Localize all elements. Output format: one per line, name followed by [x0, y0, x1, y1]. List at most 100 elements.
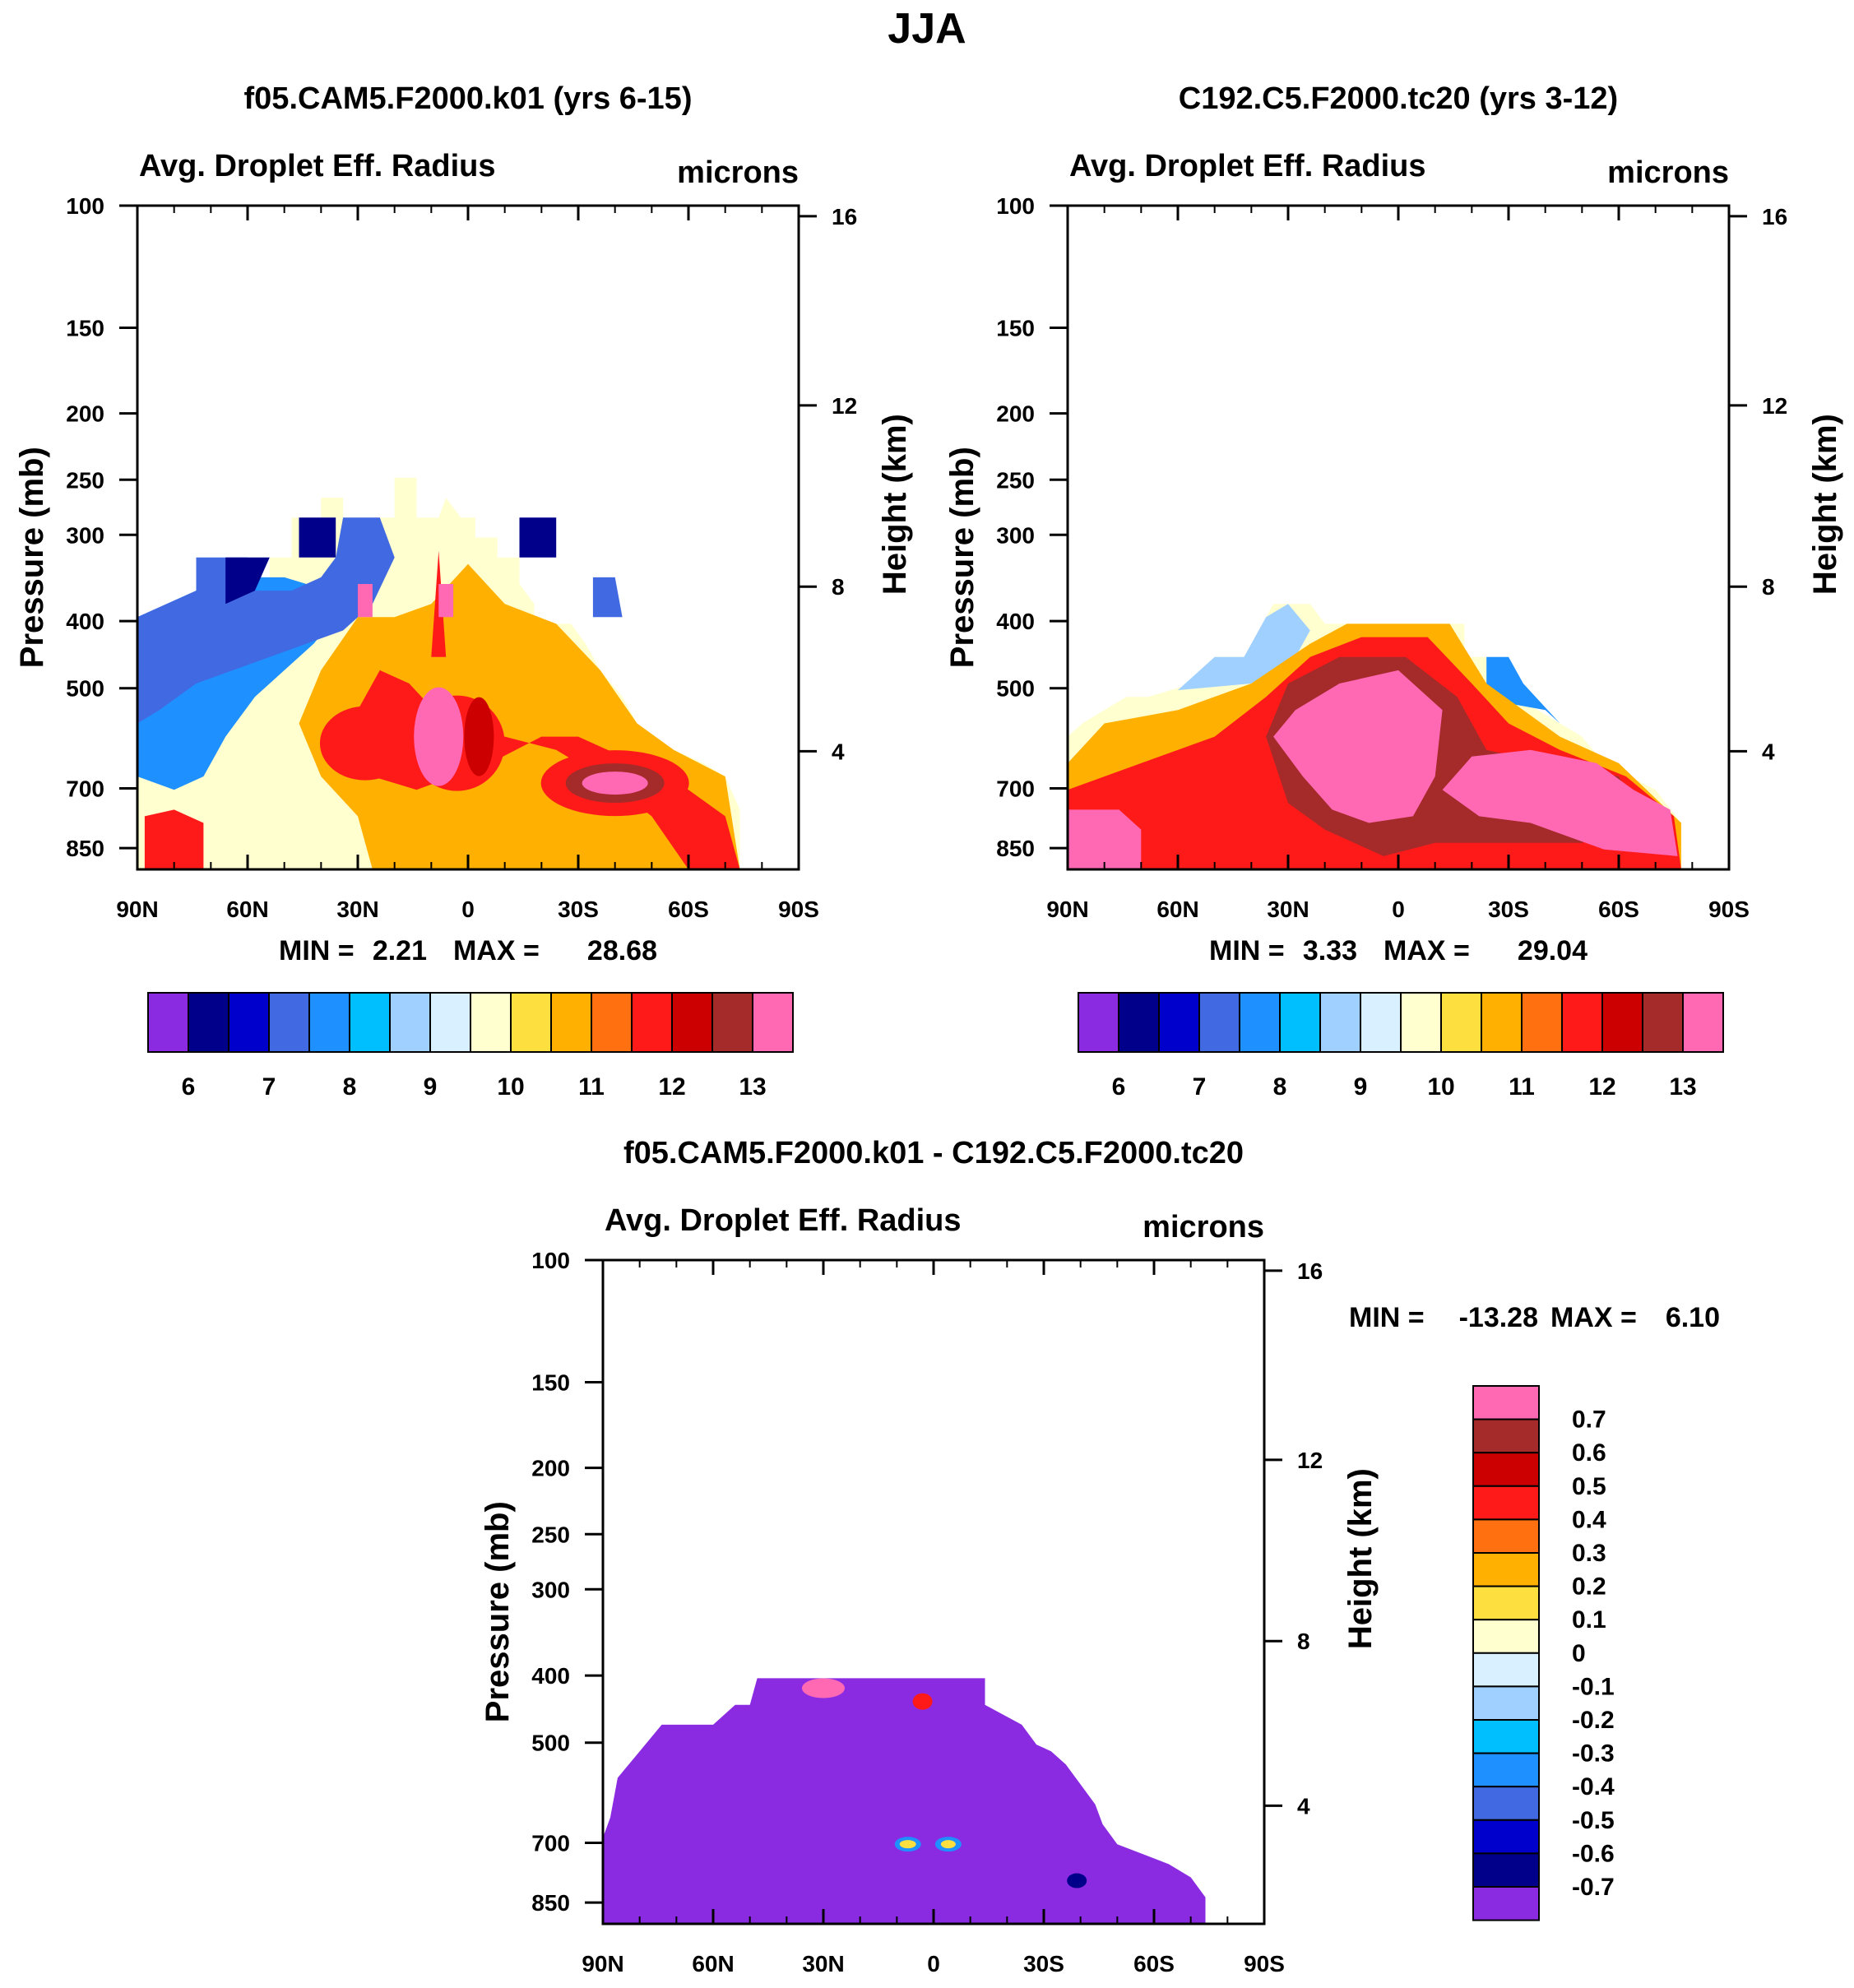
panel-title: f05.CAM5.F2000.k01 - C192.C5.F2000.tc20: [623, 1136, 1244, 1170]
y-tick-label: 500: [66, 676, 104, 702]
colorbar-label: -0.3: [1572, 1740, 1615, 1768]
y-axis-label: Pressure (mb): [14, 447, 50, 668]
panel-units-label: microns: [1607, 155, 1729, 190]
x-tick-label: 90S: [1244, 1951, 1285, 1976]
colorbar-label: 8: [343, 1073, 357, 1101]
colorbar-label: 6: [1112, 1073, 1126, 1101]
colorbar-swatch: [711, 992, 753, 1053]
colorbar-label: -0.1: [1572, 1673, 1615, 1700]
y-tick-label: 100: [996, 193, 1035, 219]
x-tick-label: 30N: [1267, 897, 1309, 922]
field-core: [1442, 749, 1678, 856]
y2-tick-label: 16: [832, 204, 857, 229]
colorbar-label: 0.7: [1572, 1406, 1606, 1434]
field-band: [358, 584, 373, 618]
colorbar-swatch: [591, 992, 633, 1053]
field-core: [912, 1693, 933, 1710]
colorbar-swatch: [1472, 1752, 1540, 1788]
y-tick-label: 300: [66, 522, 104, 548]
x-tick-label: 60N: [692, 1951, 734, 1976]
stats-max-value: 28.68: [587, 935, 657, 966]
y2-tick-label: 4: [1297, 1793, 1310, 1819]
colorbar-swatch: [1472, 1685, 1540, 1721]
colorbar-swatch: [1472, 1786, 1540, 1821]
colorbar-swatch: [470, 992, 512, 1053]
colorbar-label: 11: [1509, 1073, 1535, 1101]
field-core: [1067, 1873, 1087, 1888]
colorbar-label: 13: [1669, 1073, 1696, 1101]
colorbar-label: 0.1: [1572, 1606, 1606, 1633]
x-tick-label: 30S: [1488, 897, 1529, 922]
y-tick-label: 300: [996, 522, 1035, 548]
colorbar-label: 0.4: [1572, 1506, 1606, 1533]
field-core: [940, 1840, 956, 1849]
colorbar-label: -0.5: [1572, 1807, 1615, 1834]
colorbar-swatch: [1400, 992, 1442, 1053]
panel-variable-label: Avg. Droplet Eff. Radius: [139, 149, 496, 183]
y-tick-label: 200: [531, 1456, 570, 1481]
y2-tick-label: 8: [832, 574, 845, 600]
y-tick-label: 850: [531, 1890, 570, 1916]
y2-tick-label: 12: [1762, 393, 1787, 419]
colorbar-swatch: [1118, 992, 1160, 1053]
field-band: [225, 557, 270, 605]
colorbar-label: 9: [424, 1073, 438, 1101]
field-core: [582, 772, 648, 795]
y2-axis-label: Height (km): [1807, 414, 1843, 595]
stats-min-value: 3.33: [1303, 935, 1357, 966]
x-tick-label: 30N: [802, 1951, 844, 1976]
panel-field: [603, 1678, 1206, 1924]
field-band: [438, 584, 454, 618]
y2-tick-label: 4: [1762, 739, 1775, 764]
y-tick-label: 150: [531, 1369, 570, 1395]
y-tick-label: 200: [996, 401, 1035, 427]
colorbar-label: 6: [182, 1073, 196, 1101]
stats-min-label: MIN =: [1349, 1302, 1425, 1333]
y-tick-label: 400: [996, 609, 1035, 634]
stats-min-value: -13.28: [1459, 1302, 1538, 1333]
colorbar-label: 7: [262, 1073, 276, 1101]
colorbar-label: 8: [1273, 1073, 1287, 1101]
colorbar-label: 10: [1427, 1073, 1454, 1101]
colorbar-swatch: [1682, 992, 1724, 1053]
stats-max-label: MAX =: [453, 935, 540, 966]
panel-variable-label: Avg. Droplet Eff. Radius: [1069, 149, 1426, 183]
x-tick-label: 60S: [1598, 897, 1639, 922]
stats-min-label: MIN =: [279, 935, 355, 966]
y-tick-label: 850: [66, 836, 104, 861]
panel-variable-label: Avg. Droplet Eff. Radius: [605, 1203, 962, 1238]
y-axis-label: Pressure (mb): [480, 1501, 516, 1722]
colorbar-swatch: [1472, 1418, 1540, 1454]
colorbar-swatch: [1472, 1385, 1540, 1420]
stats-max-value: 29.04: [1518, 935, 1587, 966]
x-tick-label: 30N: [336, 897, 378, 922]
y2-axis-label: Height (km): [1342, 1468, 1379, 1649]
colorbar-swatch: [1472, 1452, 1540, 1487]
y2-tick-label: 8: [1762, 574, 1775, 600]
stats-max-label: MAX =: [1384, 935, 1470, 966]
panel-field: [1068, 604, 1681, 869]
y2-tick-label: 12: [832, 393, 857, 419]
colorbar-swatch: [389, 992, 431, 1053]
y-tick-label: 700: [996, 776, 1035, 802]
x-tick-label: 60N: [1156, 897, 1198, 922]
field-core: [899, 1840, 916, 1849]
y-tick-label: 250: [996, 467, 1035, 493]
panel-title: f05.CAM5.F2000.k01 (yrs 6-15): [244, 81, 693, 116]
y-tick-label: 500: [531, 1731, 570, 1756]
colorbar-swatch: [1561, 992, 1603, 1053]
y-tick-label: 100: [531, 1248, 570, 1273]
colorbar-swatch: [1472, 1552, 1540, 1587]
y2-tick-label: 16: [1762, 204, 1787, 229]
colorbar-swatch: [1198, 992, 1240, 1053]
colorbar-label: 7: [1193, 1073, 1207, 1101]
y-tick-label: 200: [66, 401, 104, 427]
colorbar-label: 0: [1572, 1640, 1586, 1667]
colorbar-label: -0.6: [1572, 1840, 1615, 1867]
colorbar-swatch: [1158, 992, 1200, 1053]
colorbar-swatch: [1481, 992, 1523, 1053]
y-axis-label: Pressure (mb): [944, 447, 980, 668]
colorbar-swatch: [510, 992, 552, 1053]
panel-3: f05.CAM5.F2000.k01 - C192.C5.F2000.tc20 A…: [480, 1136, 1720, 1976]
colorbar-swatch: [1472, 1719, 1540, 1754]
